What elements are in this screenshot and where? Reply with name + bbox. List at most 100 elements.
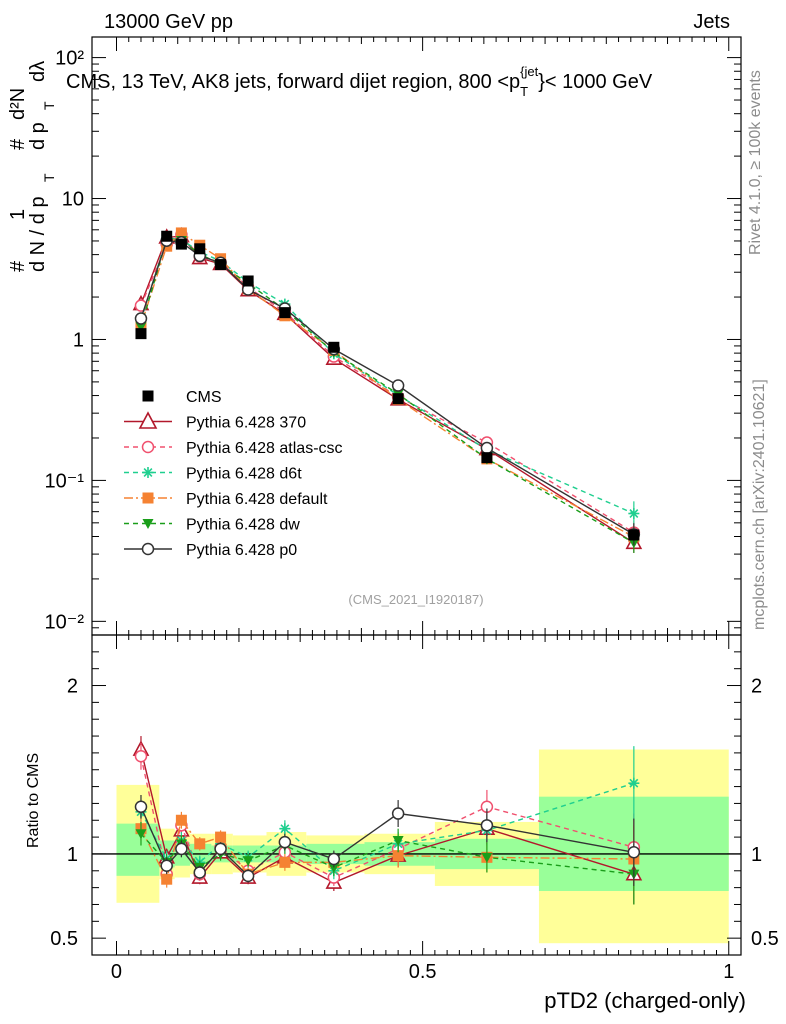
title-main: CMS, 13 TeV, AK8 jets, forward dijet reg… (66, 71, 520, 93)
cms-data-point (215, 259, 227, 271)
y-tick-label-ratio-right: 2 (751, 676, 762, 698)
y-tick-label-main: 10² (55, 48, 84, 70)
cms-data-point (328, 341, 340, 353)
y-label-d2n: d²N (7, 88, 29, 120)
series-ratio-point (134, 800, 148, 814)
legend-label: Pythia 6.428 dw (186, 517, 300, 534)
legend-item: Pythia 6.428 default (124, 491, 328, 508)
y-label-hash-2: # (7, 138, 29, 150)
cms-data-point (161, 230, 173, 242)
y-tick-label-ratio: 0.5 (50, 928, 78, 950)
y-tick-label-main: 1 (73, 329, 84, 351)
y-label-t-sub: T (41, 173, 57, 182)
x-axis-label: pTD2 (charged-only) (544, 988, 746, 1013)
series-ratio-point (161, 873, 173, 885)
legend-marker (138, 411, 158, 429)
y-axis-label: # 1 d N / d p T # d²N d p T dλ (7, 61, 57, 272)
series-ratio-point (328, 862, 340, 873)
series-ratio-point (175, 842, 188, 856)
cms-data-point (175, 238, 187, 250)
asterisk-stroke (629, 778, 639, 788)
title-sup: {jet (520, 64, 538, 79)
series-ratio-point (279, 856, 291, 868)
series-ratio-point (279, 823, 291, 835)
cms-data-point (392, 393, 404, 405)
cms-data-point (242, 275, 254, 287)
rivet-version-label: Rivet 4.1.0, ≥ 100k events (747, 70, 764, 255)
title-tail: }< 1000 GeV (538, 71, 653, 93)
y-label-dpt: d p (27, 122, 49, 150)
series-ratio-point (278, 835, 292, 849)
series-ratio-point (214, 842, 227, 856)
legend-marker-cms (142, 390, 154, 402)
legend-item: Pythia 6.428 p0 (124, 542, 297, 559)
series-point (134, 312, 148, 325)
cms-data-point (628, 529, 640, 541)
y-tick-label-ratio-right: 0.5 (751, 928, 779, 950)
legend-marker (142, 492, 154, 504)
analysis-watermark: (CMS_2021_I1920187) (348, 592, 483, 607)
legend-item: Pythia 6.428 d6t (124, 466, 302, 483)
series-ratio-point (392, 850, 404, 862)
series-line (140, 233, 635, 534)
legend-label: Pythia 6.428 default (186, 491, 328, 508)
series-ratio-point (628, 777, 640, 789)
legend-label: Pythia 6.428 d6t (186, 466, 302, 483)
x-tick-label: 0 (111, 961, 122, 983)
axes: 10⁻² 10⁻¹ 1 10 10² 0.5 0.5 1 1 2 2 0 0.5 1 (45, 36, 779, 983)
legend-item: Pythia 6.428 atlas-csc (124, 440, 343, 457)
series-ratio-pythia-6.428-p0 (134, 795, 641, 886)
asterisk-stroke (280, 824, 290, 834)
y-label-dlambda: dλ (27, 61, 49, 82)
series-point (480, 441, 494, 455)
legend-label: Pythia 6.428 p0 (186, 542, 297, 559)
series-ratio-point (480, 819, 494, 832)
y-tick-label-ratio-right: 1 (751, 844, 762, 866)
chart-title: CMS, 13 TeV, AK8 jets, forward dijet reg… (66, 64, 653, 99)
legend-item: Pythia 6.428 370 (124, 411, 306, 432)
legend-marker (142, 467, 154, 478)
series-ratio-point (241, 869, 255, 883)
header-process-label: Jets (693, 11, 730, 33)
x-tick-label: 0.5 (409, 961, 437, 983)
series-ratio-point (392, 835, 404, 846)
series-point (175, 227, 187, 239)
y-tick-label-main: 10⁻² (45, 611, 85, 633)
series-ratio-point (242, 856, 254, 867)
series-point (628, 508, 640, 520)
legend-marker (142, 519, 154, 529)
legend-item-cms: CMS (142, 389, 222, 406)
series-ratio-point (194, 838, 206, 850)
y-label-t-sub-2: T (41, 101, 57, 110)
series-ratio-point (481, 852, 493, 863)
cms-data-point (279, 307, 291, 319)
ratio-panel-frame (91, 634, 742, 956)
series-ratio-point (215, 831, 227, 843)
asterisk-stroke (143, 468, 153, 477)
y-label-one: 1 (7, 209, 29, 220)
ratio-y-label: Ratio to CMS (25, 753, 42, 848)
cms-data-point (135, 328, 147, 340)
y-tick-label-main: 10 (62, 189, 84, 211)
series-ratio-point (627, 846, 641, 859)
y-tick-label-ratio: 1 (67, 844, 78, 866)
y-tick-label-ratio: 2 (67, 676, 78, 698)
legend-marker (141, 440, 155, 454)
series-layer (132, 226, 643, 905)
cms-data-point (194, 243, 206, 255)
mcplots-source-label: mcplots.cern.ch [arXiv:2401.10621] (751, 379, 768, 630)
series-ratio-point (175, 814, 187, 826)
title-sub: T (520, 84, 528, 99)
series-ratio-point (135, 829, 147, 840)
series-ratio-point (160, 859, 173, 872)
series-ratio-point (134, 750, 148, 763)
series-ratio-point (193, 866, 207, 879)
legend: CMS Pythia 6.428 370 Pythia 6.428 atlas-cs… (124, 389, 343, 559)
series-ratio-point (391, 807, 405, 820)
y-label-hash: # (7, 260, 29, 272)
x-tick-label: 1 (723, 961, 734, 983)
legend-label: Pythia 6.428 atlas-csc (186, 440, 343, 457)
legend-label-cms: CMS (186, 389, 222, 406)
legend-marker (141, 542, 155, 556)
